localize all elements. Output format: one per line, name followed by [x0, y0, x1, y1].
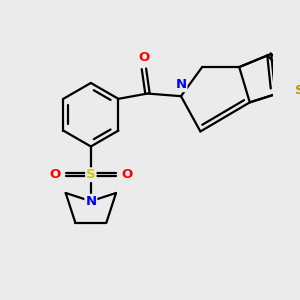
- Text: N: N: [176, 78, 187, 91]
- Text: O: O: [49, 168, 60, 181]
- Text: S: S: [295, 83, 300, 97]
- Text: S: S: [86, 168, 96, 181]
- Text: O: O: [122, 168, 133, 181]
- Text: N: N: [85, 195, 96, 208]
- Text: O: O: [138, 51, 150, 64]
